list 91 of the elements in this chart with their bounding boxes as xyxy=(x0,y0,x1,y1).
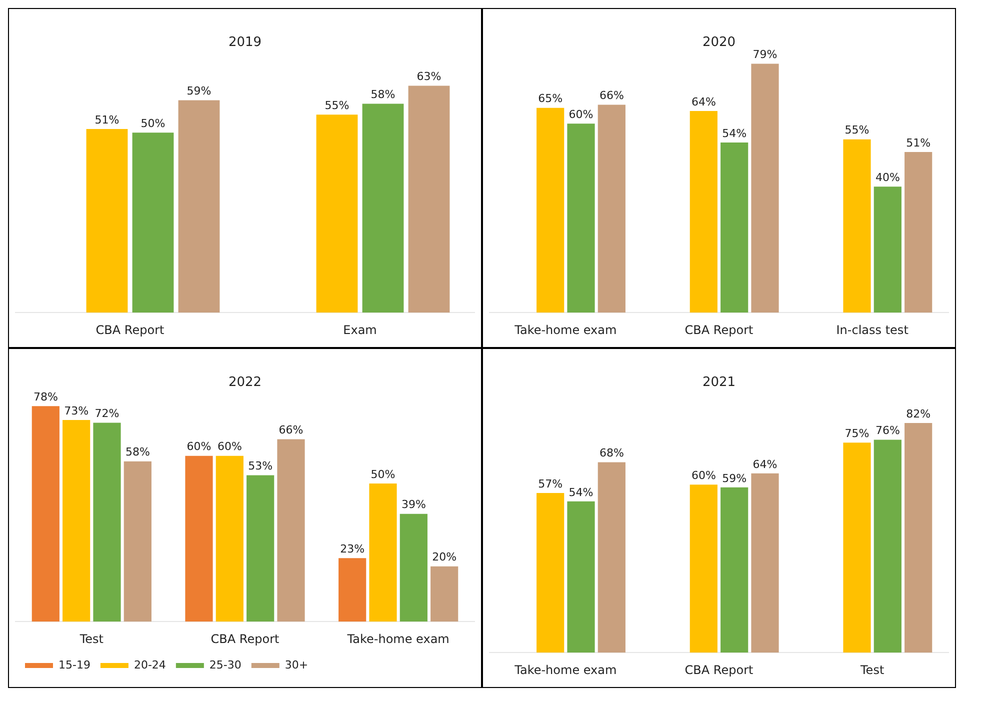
data-label: 54% xyxy=(722,126,747,140)
x-tick-label: CBA Report xyxy=(96,322,164,337)
data-label: 82% xyxy=(906,407,931,420)
data-label: 64% xyxy=(691,95,716,108)
bar xyxy=(598,104,626,313)
data-label: 50% xyxy=(370,468,396,481)
legend-label: 30+ xyxy=(284,658,308,672)
bar xyxy=(874,186,902,313)
data-label: 20% xyxy=(432,550,457,564)
data-label: 60% xyxy=(568,108,594,121)
legend-label: 25-30 xyxy=(209,658,242,672)
data-label: 57% xyxy=(538,477,563,490)
data-label: 60% xyxy=(691,468,716,482)
bar xyxy=(536,108,564,313)
bar xyxy=(400,514,428,622)
data-label: 60% xyxy=(186,440,212,454)
x-tick-label: CBA Report xyxy=(210,632,280,646)
data-label: 79% xyxy=(752,48,778,62)
bar xyxy=(316,114,358,313)
data-label: 66% xyxy=(278,424,304,437)
data-label: 59% xyxy=(186,84,212,98)
bar xyxy=(751,64,779,313)
bar xyxy=(62,420,90,622)
bar xyxy=(408,86,450,313)
bar xyxy=(246,475,274,622)
bar xyxy=(720,487,748,653)
bar xyxy=(124,461,152,622)
legend-label: 20-24 xyxy=(134,658,166,672)
data-label: 39% xyxy=(401,498,426,512)
data-label: 65% xyxy=(538,92,563,106)
bar xyxy=(567,501,595,653)
data-label: 54% xyxy=(568,486,594,499)
chart-title: 2019 xyxy=(228,35,262,50)
bar xyxy=(185,456,213,622)
chart-title: 2022 xyxy=(228,375,262,390)
data-label: 68% xyxy=(599,446,624,460)
data-label: 51% xyxy=(94,113,120,126)
bar xyxy=(843,442,871,653)
data-label: 76% xyxy=(875,424,900,438)
bar xyxy=(904,152,932,313)
bar xyxy=(751,473,779,653)
data-label: 50% xyxy=(140,116,166,130)
data-label: 40% xyxy=(875,170,900,184)
bar xyxy=(690,484,718,653)
data-label: 53% xyxy=(248,460,273,473)
bar xyxy=(598,462,626,653)
bar xyxy=(904,423,932,653)
bar xyxy=(362,104,404,313)
x-tick-label: CBA Report xyxy=(684,322,754,337)
data-label: 55% xyxy=(844,124,870,137)
bar xyxy=(430,566,458,622)
legend-label: 15-19 xyxy=(58,658,90,672)
data-label: 78% xyxy=(33,390,58,404)
bar xyxy=(86,129,128,313)
chart-title: 2021 xyxy=(702,375,736,390)
data-label: 66% xyxy=(599,89,624,102)
data-label: 55% xyxy=(324,98,350,112)
bar xyxy=(843,139,871,313)
data-label: 72% xyxy=(94,407,120,420)
x-tick-label: CBA Report xyxy=(684,662,754,677)
chart-title: 2020 xyxy=(702,35,736,50)
bar xyxy=(567,124,595,313)
bar xyxy=(369,483,397,622)
data-label: 63% xyxy=(416,70,442,84)
bar xyxy=(93,422,121,622)
x-tick-label: Take-home exam xyxy=(514,662,617,677)
data-label: 59% xyxy=(722,472,747,485)
x-tick-label: In-class test xyxy=(836,322,909,337)
x-tick-label: Test xyxy=(860,662,884,677)
data-label: 60% xyxy=(217,440,242,454)
bar xyxy=(132,132,174,313)
bar xyxy=(277,439,305,622)
bar xyxy=(216,456,244,622)
bar xyxy=(874,440,902,653)
x-tick-label: Exam xyxy=(343,322,377,337)
data-label: 73% xyxy=(64,404,89,418)
bar xyxy=(690,111,718,313)
x-tick-label: Test xyxy=(78,632,104,646)
data-label: 58% xyxy=(125,446,150,459)
data-label: 58% xyxy=(370,88,396,102)
data-label: 51% xyxy=(906,136,931,150)
x-tick-label: Take-home exam xyxy=(346,632,450,646)
bar xyxy=(178,100,220,313)
bar xyxy=(338,558,366,622)
bar xyxy=(720,142,748,313)
data-label: 64% xyxy=(752,458,778,471)
bar xyxy=(32,406,60,622)
data-label: 23% xyxy=(340,542,365,556)
data-label: 75% xyxy=(844,426,870,440)
x-tick-label: Take-home exam xyxy=(514,322,617,337)
bar xyxy=(536,493,564,653)
